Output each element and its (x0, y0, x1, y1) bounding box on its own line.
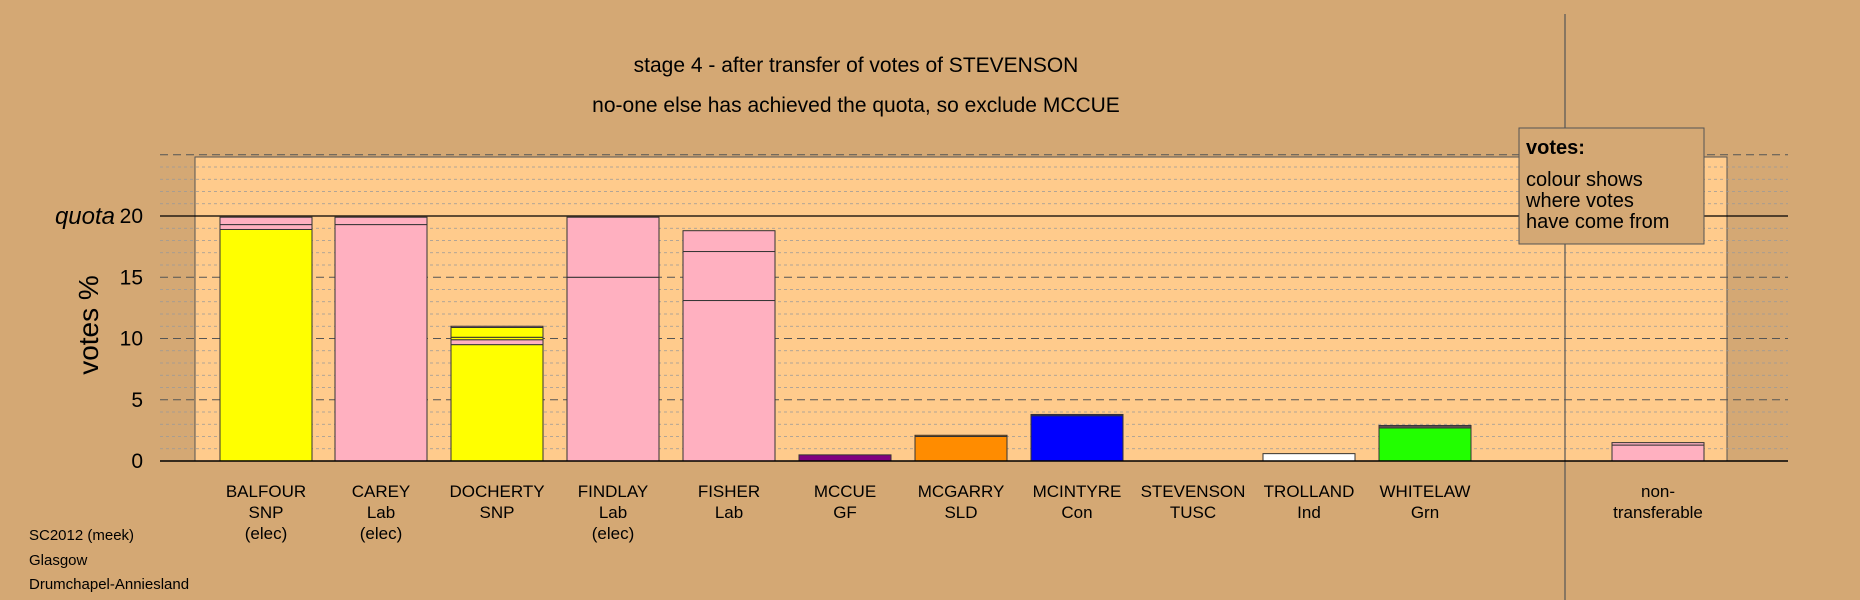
category-label: MCGARRY (918, 482, 1005, 501)
category-label: Con (1061, 503, 1092, 522)
category-label: CAREY (352, 482, 411, 501)
bar-4 (566, 216, 660, 462)
bar-2 (334, 216, 428, 462)
plot-area (194, 156, 1728, 462)
bar-segment (450, 326, 544, 338)
category-label: TUSC (1170, 503, 1216, 522)
category-label: Ind (1297, 503, 1321, 522)
y-tick-label: 20 (120, 205, 143, 228)
category-label: SNP (249, 503, 284, 522)
legend-line-3: have come from (1526, 211, 1669, 233)
category-label: WHITELAW (1380, 482, 1471, 501)
bar-segment (334, 224, 428, 462)
category-label: (elec) (592, 524, 635, 543)
category-label: TROLLAND (1264, 482, 1355, 501)
y-tick-label: 10 (120, 328, 143, 351)
category-label: Lab (715, 503, 743, 522)
category-label: BALFOUR (226, 482, 306, 501)
category-labels: BALFOUR SNP (elec) CAREY Lab (elec) DOCHERTY SN… (226, 482, 1703, 543)
bar-6 (798, 454, 892, 462)
bar-segment (1611, 444, 1705, 462)
category-label: FINDLAY (578, 482, 649, 501)
category-label: non- (1641, 482, 1675, 501)
bar-segment (450, 339, 544, 346)
category-label: Lab (599, 503, 627, 522)
bar-segment (682, 300, 776, 462)
bar-segment (1378, 427, 1472, 462)
bar-segment (682, 251, 776, 302)
bar-segment (1611, 442, 1705, 446)
category-label: FISHER (698, 482, 760, 501)
bar-11 (1378, 424, 1472, 462)
bar-segment (798, 454, 892, 462)
category-label: Lab (367, 503, 395, 522)
category-label: Grn (1411, 503, 1439, 522)
bar-7 (914, 434, 1008, 462)
bar-segment (914, 436, 1008, 462)
bar-segment (914, 434, 1008, 437)
chart-subtitle: no-one else has achieved the quota, so e… (592, 94, 1120, 117)
bar-segment (566, 276, 660, 462)
bar-segment (1262, 453, 1356, 462)
legend-frame (1518, 127, 1705, 245)
category-label: SNP (480, 503, 515, 522)
category-label: transferable (1613, 503, 1703, 522)
chart-title: stage 4 - after transfer of votes of STE… (634, 54, 1079, 77)
bars-group (219, 216, 1705, 462)
legend-title: votes: (1526, 137, 1585, 159)
category-label: (elec) (360, 524, 403, 543)
bar-segment (1378, 424, 1472, 428)
bar-segment (219, 224, 313, 230)
bar-segment (566, 216, 660, 278)
category-label: SLD (944, 503, 977, 522)
footer-ward: Drumchapel-Anniesland (29, 576, 189, 593)
bar-segment (334, 216, 428, 226)
legend-box: votes: colour shows where votes have com… (1518, 127, 1705, 245)
bar-segment (219, 216, 313, 226)
bar-1 (219, 216, 313, 462)
bar-10 (1262, 453, 1356, 462)
bar-segment (1030, 415, 1124, 462)
y-tick-label: 5 (131, 389, 143, 412)
category-label: GF (833, 503, 857, 522)
bar-segment (682, 230, 776, 253)
bar-segment (450, 344, 544, 462)
y-tick-label: 15 (120, 266, 143, 289)
bar-8 (1030, 413, 1124, 462)
quota-label: quota (55, 203, 115, 230)
y-axis-title: votes % (73, 275, 104, 375)
bar-3 (450, 325, 544, 462)
category-label: MCCUE (814, 482, 876, 501)
bar-12 (1611, 442, 1705, 462)
y-tick-label: 0 (131, 450, 143, 473)
legend-line-1: colour shows (1526, 169, 1643, 191)
bar-segment (450, 325, 544, 328)
legend-line-2: where votes (1525, 190, 1634, 212)
bar-segment (219, 228, 313, 462)
category-label: (elec) (245, 524, 288, 543)
bar-segment (1030, 413, 1124, 417)
footer-council: Glasgow (29, 552, 88, 569)
y-tick-labels: 0 5 10 15 20 (120, 205, 143, 473)
bar-5 (682, 230, 776, 462)
category-label: MCINTYRE (1033, 482, 1122, 501)
category-label: DOCHERTY (449, 482, 544, 501)
footer-election: SC2012 (meek) (29, 527, 134, 544)
category-label: STEVENSON (1141, 482, 1246, 501)
